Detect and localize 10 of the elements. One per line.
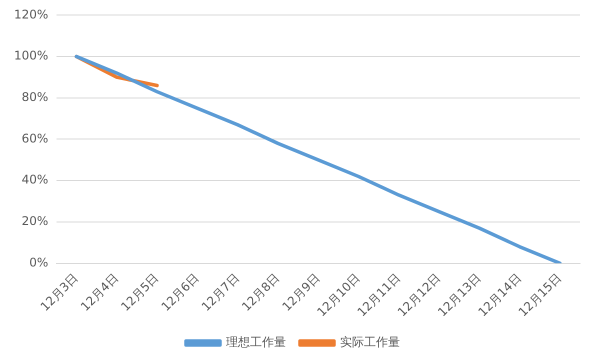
- y-tick-label: 40%: [22, 172, 48, 187]
- y-tick-label: 80%: [22, 90, 48, 104]
- y-tick-label: 20%: [22, 214, 48, 228]
- y-tick-label: 0%: [29, 255, 48, 270]
- y-tick-label: 100%: [14, 48, 48, 63]
- y-tick-label: 120%: [14, 7, 48, 22]
- y-tick-label: 60%: [22, 131, 48, 146]
- legend-label: 实际工作量: [340, 335, 400, 350]
- x-tick-label: 12月8日: [239, 270, 282, 314]
- legend-label: 理想工作量: [226, 335, 286, 350]
